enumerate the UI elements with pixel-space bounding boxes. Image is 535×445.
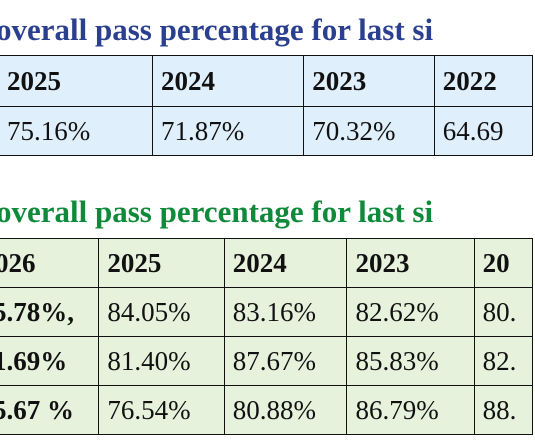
table2-header-row: 026 2025 2024 2023 20	[0, 238, 534, 288]
table1-value-row: 75.16% 71.87% 70.32% 64.69	[0, 106, 534, 156]
section1-title: overall pass percentage for last si	[0, 12, 434, 47]
table2-header-cell: 2023	[346, 238, 475, 288]
table2-cell: 82.62%	[346, 287, 475, 337]
table1-header-cell: 2025	[0, 55, 154, 107]
table1-value-cell: 64.69	[433, 106, 534, 156]
table1-header-cell: 2023	[303, 55, 435, 107]
table2-cell: 80.	[473, 287, 534, 337]
table2-header-cell: 2024	[223, 238, 348, 288]
table1-value-cell: 70.32%	[303, 106, 435, 156]
table2-cell: 86.79%	[346, 385, 475, 435]
table2-cell: 84.05%	[98, 287, 225, 337]
table2-header-cell: 2025	[98, 238, 225, 288]
table1-header-row: 2025 2024 2023 2022	[0, 55, 534, 107]
table2-header-cell: 026	[0, 238, 100, 288]
table2-cell: 76.54%	[98, 385, 225, 435]
section2-title: overall pass percentage for last si	[0, 194, 434, 229]
table2-cell: 5.78%,	[0, 287, 100, 337]
table2-cell: 85.83%	[346, 336, 475, 386]
table2-cell: 82.	[473, 336, 534, 386]
table1-header-cell: 2022	[433, 55, 534, 107]
table2-header-cell: 20	[473, 238, 534, 288]
table2-cell: 80.88%	[223, 385, 348, 435]
table2-cell: 83.16%	[223, 287, 348, 337]
pass-percentage-table-2: 026 2025 2024 2023 20 5.78%, 84.05% 83.1…	[0, 238, 534, 435]
table1-header-cell: 2024	[152, 55, 305, 107]
table2-cell: 81.40%	[98, 336, 225, 386]
table2-row: 5.78%, 84.05% 83.16% 82.62% 80.	[0, 287, 534, 337]
table2-row: 1.69% 81.40% 87.67% 85.83% 82.	[0, 336, 534, 386]
pass-percentage-table-1: 2025 2024 2023 2022 75.16% 71.87% 70.32%…	[0, 55, 534, 156]
table2-cell: 88.	[473, 385, 534, 435]
table2-cell: 5.67 %	[0, 385, 100, 435]
table1-value-cell: 71.87%	[152, 106, 305, 156]
table2-row: 5.67 % 76.54% 80.88% 86.79% 88.	[0, 385, 534, 435]
table2-cell: 87.67%	[223, 336, 348, 386]
table1-value-cell: 75.16%	[0, 106, 154, 156]
table2-cell: 1.69%	[0, 336, 100, 386]
